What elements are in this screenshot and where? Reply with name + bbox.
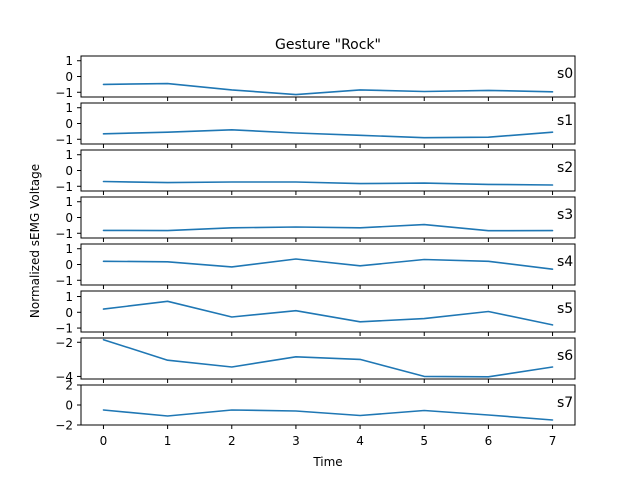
x-tick-label: 0 bbox=[100, 434, 108, 448]
y-tick-label: −1 bbox=[55, 86, 73, 100]
subplot-frame bbox=[80, 337, 576, 380]
x-tick-label: 1 bbox=[164, 434, 172, 448]
y-axis-label: Normalized sEMG Voltage bbox=[28, 164, 42, 318]
panel-label-s2: s2 bbox=[557, 160, 573, 176]
subplot-frame bbox=[80, 243, 576, 286]
panel-label-s3: s3 bbox=[557, 207, 573, 223]
panel-label-s4: s4 bbox=[557, 254, 573, 270]
subplot-s0: 1 0 −1 s0 bbox=[55, 54, 576, 101]
y-tick-label: 0 bbox=[65, 258, 73, 272]
series-line-s1 bbox=[102, 129, 554, 139]
subplot-frame bbox=[80, 384, 576, 426]
subplot-s4: 1 0 −1 s4 bbox=[55, 242, 576, 289]
y-tick-label: −1 bbox=[55, 133, 73, 147]
x-tick-label: 2 bbox=[228, 434, 236, 448]
subplot-s2: 1 0 −1 s2 bbox=[55, 148, 576, 195]
chart-title: Gesture "Rock" bbox=[275, 37, 381, 53]
panel-label-s7: s7 bbox=[557, 395, 573, 411]
x-tick-label: 3 bbox=[292, 434, 300, 448]
series-line-s2 bbox=[102, 180, 554, 186]
series-line-s0 bbox=[102, 82, 554, 96]
x-tick-label: 4 bbox=[356, 434, 364, 448]
x-axis: 0 1 2 3 4 5 6 7 bbox=[100, 434, 557, 448]
y-tick-label: 1 bbox=[65, 242, 73, 256]
y-tick-label: −2 bbox=[55, 419, 73, 433]
series-line-s7 bbox=[102, 409, 554, 421]
y-tick-label: 1 bbox=[65, 54, 73, 68]
subplot-frame bbox=[80, 290, 576, 333]
y-tick-label: −4 bbox=[55, 370, 73, 384]
x-axis-label: Time bbox=[312, 455, 342, 469]
subplot-s3: 1 0 −1 s3 bbox=[55, 195, 576, 242]
y-tick-label: 0 bbox=[65, 164, 73, 178]
subplot-stack: 1 0 −1 s0 1 0 −1 s1 1 0 −1 s2 1 0 −1 s3 1 0 −1 s4 1 0 −1 s5 −2 −4… bbox=[55, 54, 576, 433]
y-tick-label: −1 bbox=[55, 227, 73, 241]
subplot-frame bbox=[80, 102, 576, 145]
subplot-s7: 2 0 −2 s7 bbox=[55, 379, 576, 433]
x-tick-label: 7 bbox=[549, 434, 557, 448]
y-tick-label: 0 bbox=[65, 399, 73, 413]
y-tick-label: 1 bbox=[65, 148, 73, 162]
series-line-s6 bbox=[102, 338, 554, 378]
subplot-s5: 1 0 −1 s5 bbox=[55, 290, 576, 336]
y-tick-label: 0 bbox=[65, 117, 73, 131]
y-tick-label: 0 bbox=[65, 70, 73, 84]
subplot-s1: 1 0 −1 s1 bbox=[55, 101, 576, 148]
series-line-s5 bbox=[102, 300, 554, 326]
x-tick-label: 6 bbox=[485, 434, 493, 448]
series-line-s3 bbox=[102, 223, 554, 232]
x-tick-label: 5 bbox=[420, 434, 428, 448]
y-tick-label: −2 bbox=[55, 336, 73, 350]
panel-label-s5: s5 bbox=[557, 301, 573, 317]
y-tick-label: 2 bbox=[65, 379, 73, 393]
panel-label-s0: s0 bbox=[557, 66, 573, 82]
subplot-s6: −2 −4 s6 bbox=[55, 336, 576, 384]
y-tick-label: −1 bbox=[55, 180, 73, 194]
y-tick-label: 1 bbox=[65, 195, 73, 209]
y-tick-label: 0 bbox=[65, 306, 73, 320]
series-line-s4 bbox=[102, 258, 554, 271]
panel-label-s6: s6 bbox=[557, 348, 573, 364]
y-tick-label: 1 bbox=[65, 101, 73, 115]
y-tick-label: 1 bbox=[65, 290, 73, 304]
y-tick-label: −1 bbox=[55, 322, 73, 336]
y-tick-label: −1 bbox=[55, 274, 73, 288]
subplot-frame bbox=[80, 196, 576, 239]
panel-label-s1: s1 bbox=[557, 113, 573, 129]
y-tick-label: 0 bbox=[65, 211, 73, 225]
